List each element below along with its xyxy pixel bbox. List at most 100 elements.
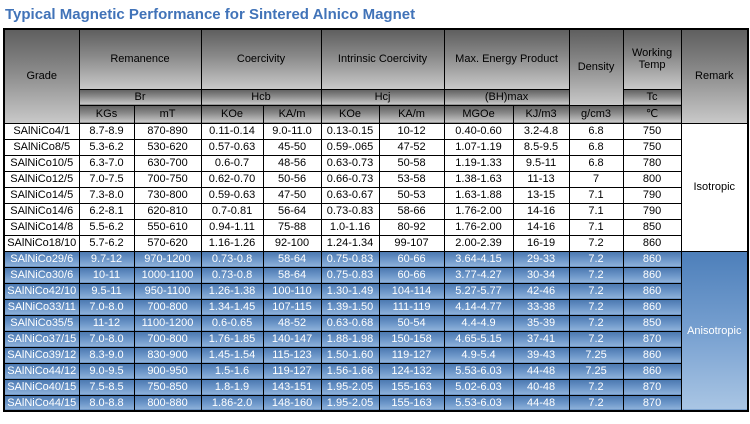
value-cell: 107-115 <box>262 298 322 316</box>
grade-cell: SAlNiCo29/6 <box>3 250 80 268</box>
value-cell: 750 <box>622 122 682 140</box>
value-cell: 7.2 <box>568 234 624 252</box>
unit-kam-hcj: KA/m <box>378 104 445 124</box>
value-cell: 4.65-5.15 <box>443 330 514 348</box>
unit-kjm3: KJ/m3 <box>512 104 570 124</box>
table-row: SAlNiCo35/5 11-12 1100-1200 0.6-0.65 48-52 0.… <box>3 314 748 332</box>
header-row-units: KGs mT KOe KA/m KOe KA/m MGOe KJ/m3 g/cm… <box>4 104 748 124</box>
value-cell: 47-50 <box>262 186 322 204</box>
table-row: SAlNiCo42/10 9.5-11 950-1100 1.26-1.38 100-1… <box>3 282 748 300</box>
value-cell: 0.75-0.83 <box>320 266 380 284</box>
value-cell: 4.14-4.77 <box>443 298 514 316</box>
value-cell: 5.3-6.2 <box>78 138 135 156</box>
value-cell: 0.6-0.65 <box>200 314 264 332</box>
grade-cell: SAlNiCo8/5 <box>3 138 80 156</box>
value-cell: 35-39 <box>512 314 570 332</box>
col-header-remanence: Remanence <box>78 28 202 90</box>
value-cell: 53-58 <box>378 170 445 188</box>
value-cell: 1.76-2.00 <box>443 202 514 220</box>
value-cell: 10-12 <box>378 122 445 140</box>
value-cell: 790 <box>622 202 682 220</box>
grade-cell: SAlNiCo44/15 <box>3 394 80 412</box>
value-cell: 1.45-1.54 <box>200 346 264 364</box>
value-cell: 800 <box>622 170 682 188</box>
alnico-performance-table: Grade Remanence Coercivity Intrinsic Coe… <box>3 28 750 412</box>
value-cell: 830-900 <box>133 346 202 364</box>
value-cell: 9.7-12 <box>78 250 135 268</box>
value-cell: 11-13 <box>512 170 570 188</box>
value-cell: 1.34-1.45 <box>200 298 264 316</box>
table-row: SAlNiCo33/11 7.0-8.0 700-800 1.34-1.45 107-1… <box>3 298 748 316</box>
value-cell: 0.63-0.73 <box>320 154 380 172</box>
grade-cell: SAlNiCo4/1 <box>3 122 80 140</box>
table-row: SAlNiCo12/5 7.0-7.5 700-750 0.62-0.70 50-56 0… <box>3 170 748 188</box>
table-row: SAlNiCo37/15 7.0-8.0 700-800 1.76-1.85 140-1… <box>3 330 748 348</box>
value-cell: 700-800 <box>133 298 202 316</box>
table-row: SAlNiCo14/8 5.5-6.2 550-610 0.94-1.11 75-88 1… <box>3 218 748 236</box>
col-header-intrinsic-coercivity: Intrinsic Coercivity <box>320 28 445 90</box>
value-cell: 0.75-0.83 <box>320 250 380 268</box>
unit-koe-hcj: KOe <box>320 104 380 124</box>
grade-cell: SAlNiCo44/12 <box>3 362 80 380</box>
value-cell: 860 <box>622 298 682 316</box>
value-cell: 143-151 <box>262 378 322 396</box>
value-cell: 0.59-0.63 <box>200 186 264 204</box>
grade-cell: SAlNiCo37/15 <box>3 330 80 348</box>
value-cell: 7.2 <box>568 378 624 396</box>
value-cell: 1.86-2.0 <box>200 394 264 412</box>
value-cell: 7.5-8.5 <box>78 378 135 396</box>
value-cell: 58-64 <box>262 250 322 268</box>
value-cell: 7.2 <box>568 298 624 316</box>
table-row: SAlNiCo10/5 6.3-7.0 630-700 0.6-0.7 48-56 0.6… <box>3 154 748 172</box>
value-cell: 50-56 <box>262 170 322 188</box>
value-cell: 550-610 <box>133 218 202 236</box>
value-cell: 104-114 <box>378 282 445 300</box>
value-cell: 1.63-1.88 <box>443 186 514 204</box>
col-header-density: Density <box>568 28 624 106</box>
remark-cell: Isotropic <box>680 122 749 252</box>
col-header-max-energy-product: Max. Energy Product <box>443 28 570 90</box>
header-row-symbols: Br Hcb Hcj (BH)max Tc <box>4 88 748 106</box>
unit-mt: mT <box>133 104 202 124</box>
col-header-hcj: Hcj <box>320 88 445 106</box>
grade-cell: SAlNiCo18/10 <box>3 234 80 252</box>
table-row: SAlNiCo4/1 8.7-8.9 870-890 0.11-0.14 9.0-11.… <box>3 122 749 252</box>
value-cell: 5.02-6.03 <box>443 378 514 396</box>
value-cell: 5.53-6.03 <box>443 394 514 412</box>
grade-cell: SAlNiCo14/8 <box>3 218 80 236</box>
grade-cell: SAlNiCo30/6 <box>3 266 80 284</box>
table-row: SAlNiCo8/5 5.3-6.2 530-620 0.57-0.63 45-50 0.… <box>3 138 748 156</box>
value-cell: 75-88 <box>262 218 322 236</box>
value-cell: 870 <box>622 394 682 412</box>
value-cell: 80-92 <box>378 218 445 236</box>
value-cell: 0.57-0.63 <box>200 138 264 156</box>
col-header-working-temp: Working Temp <box>622 28 682 90</box>
value-cell: 1100-1200 <box>133 314 202 332</box>
table-row: SAlNiCo14/5 7.3-8.0 730-800 0.59-0.63 47-50 0… <box>3 186 748 204</box>
value-cell: 4.9-5.4 <box>443 346 514 364</box>
value-cell: 700-750 <box>133 170 202 188</box>
value-cell: 7.25 <box>568 362 624 380</box>
value-cell: 8.7-8.9 <box>78 122 135 140</box>
table-row: SAlNiCo29/6 9.7-12 970-1200 0.73-0.8 58-64 0.… <box>3 250 749 412</box>
grade-cell: SAlNiCo39/12 <box>3 346 80 364</box>
value-cell: 40-48 <box>512 378 570 396</box>
remark-cell: Anisotropic <box>680 250 749 412</box>
grade-cell: SAlNiCo12/5 <box>3 170 80 188</box>
value-cell: 7.1 <box>568 186 624 204</box>
value-cell: 8.0-8.8 <box>78 394 135 412</box>
value-cell: 0.63-0.67 <box>320 186 380 204</box>
value-cell: 0.11-0.14 <box>200 122 264 140</box>
grade-cell: SAlNiCo33/11 <box>3 298 80 316</box>
value-cell: 99-107 <box>378 234 445 252</box>
value-cell: 790 <box>622 186 682 204</box>
value-cell: 630-700 <box>133 154 202 172</box>
value-cell: 1.16-1.26 <box>200 234 264 252</box>
grade-cell: SAlNiCo40/15 <box>3 378 80 396</box>
value-cell: 30-34 <box>512 266 570 284</box>
value-cell: 48-56 <box>262 154 322 172</box>
value-cell: 870 <box>622 330 682 348</box>
value-cell: 1.50-1.60 <box>320 346 380 364</box>
value-cell: 115-123 <box>262 346 322 364</box>
value-cell: 14-16 <box>512 218 570 236</box>
